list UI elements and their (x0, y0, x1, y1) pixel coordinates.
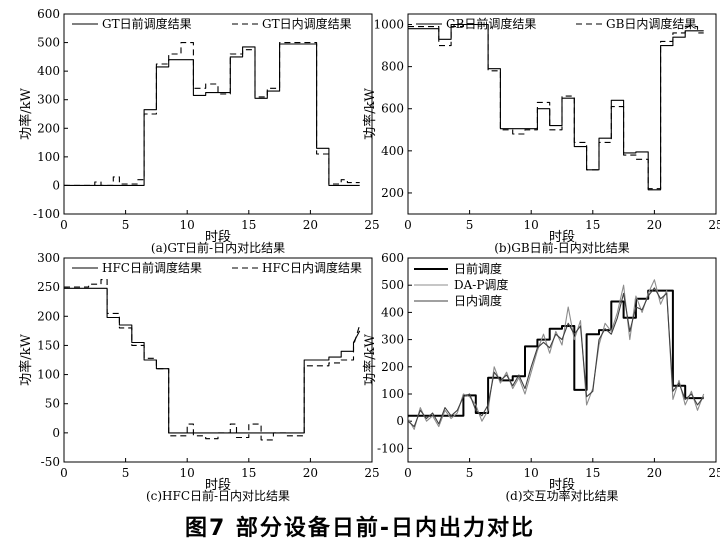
y-tick-label: 300 (37, 93, 60, 107)
y-tick-label: 50 (45, 397, 60, 411)
y-tick-label: 300 (37, 251, 60, 265)
y-tick-label: 800 (381, 60, 404, 74)
figure-caption: 图7 部分设备日前-日内出力对比 (184, 516, 536, 541)
x-tick-label: 5 (122, 466, 130, 480)
x-axis-label: 时段 (205, 478, 231, 493)
y-tick-label: 400 (381, 305, 404, 319)
x-tick-label: 20 (303, 218, 318, 232)
plot-frame (407, 257, 717, 463)
x-tick-label: 25 (364, 466, 379, 480)
x-axis-label: 时段 (549, 478, 575, 493)
x-tick-label: 20 (647, 466, 662, 480)
series-line-1 (408, 23, 704, 191)
y-tick-label: 100 (37, 368, 60, 382)
y-tick-label: 600 (381, 102, 404, 116)
legend-label: HFC日前调度结果 (102, 260, 202, 275)
x-tick-label: 0 (60, 218, 68, 232)
chart-panel-tl: 0 5 10 15 20 25-1000100200300400500600时段功率/kW… (18, 7, 380, 255)
x-tick-label: 25 (708, 466, 720, 480)
series-line-2 (408, 279, 705, 430)
y-tick-label: 250 (37, 280, 60, 294)
panel-subtitle: (b)GB日前-日内对比结果 (494, 240, 630, 255)
plot-frame (63, 13, 373, 215)
x-tick-label: 10 (524, 466, 539, 480)
y-tick-label: 150 (37, 338, 60, 352)
series-line-1 (64, 287, 361, 434)
y-tick-label: -100 (33, 207, 60, 221)
y-tick-label: 300 (381, 333, 404, 347)
y-tick-label: 0 (396, 414, 404, 428)
x-tick-label: 15 (585, 218, 600, 232)
x-tick-label: 5 (466, 218, 474, 232)
y-tick-label: 600 (381, 251, 404, 265)
y-axis-label: 功率/kW (18, 334, 34, 386)
legend-label: 日内调度 (454, 293, 502, 308)
series-line-3 (408, 287, 705, 428)
y-axis-label: 功率/kW (18, 88, 34, 140)
y-tick-label: 400 (37, 64, 60, 78)
panel-subtitle: (a)GT日前-日内对比结果 (151, 240, 285, 255)
y-tick-label: 100 (381, 387, 404, 401)
plot-frame (63, 257, 373, 463)
x-tick-label: 5 (122, 218, 130, 232)
y-tick-label: 500 (381, 278, 404, 292)
x-tick-label: 25 (364, 218, 379, 232)
legend-label: GT日内调度结果 (262, 16, 352, 31)
y-tick-label: 200 (381, 360, 404, 374)
x-tick-label: 0 (60, 466, 68, 480)
x-tick-label: 10 (180, 466, 195, 480)
legend-label: GT日前调度结果 (102, 16, 192, 31)
y-tick-label: 0 (52, 426, 60, 440)
x-axis-label: 时段 (205, 230, 231, 245)
x-tick-label: 20 (303, 466, 318, 480)
x-tick-label: 15 (585, 466, 600, 480)
y-tick-label: 600 (37, 7, 60, 21)
x-tick-label: 0 (404, 218, 412, 232)
legend-label: DA-P调度 (454, 277, 508, 292)
series-line-2 (64, 42, 360, 186)
chart-panel-bl: 0 5 10 15 20 25-50050100150200250300时段功率/kW(c… (18, 251, 380, 503)
panel-subtitle: (d)交互功率对比结果 (505, 488, 618, 503)
y-axis-label: 功率/kW (362, 334, 378, 386)
y-axis-label: 功率/kW (362, 88, 378, 140)
series-line-2 (64, 279, 361, 441)
y-tick-label: -50 (41, 455, 60, 469)
y-tick-label: 500 (37, 36, 60, 50)
legend-label: HFC日内调度结果 (262, 260, 362, 275)
x-tick-label: 0 (404, 466, 412, 480)
chart-panel-tr: 0 5 10 15 20 25 200 400 600 800 1000 时段 功率/kW (b)GB日前… (362, 13, 720, 255)
x-tick-label: 25 (708, 218, 720, 232)
x-tick-label: 10 (524, 218, 539, 232)
legend-label: 日前调度 (454, 261, 502, 276)
series-line-1 (408, 289, 704, 417)
x-tick-label: 5 (466, 466, 474, 480)
y-tick-label: 200 (37, 121, 60, 135)
legend-label: GB日内调度结果 (606, 16, 696, 31)
plot-frame (407, 13, 717, 215)
y-tick-label: 200 (37, 309, 60, 323)
x-tick-label: 15 (241, 218, 256, 232)
x-tick-label: 15 (241, 466, 256, 480)
y-tick-label: 400 (381, 144, 404, 158)
series-line-2 (408, 23, 704, 190)
y-tick-label: 0 (52, 178, 60, 192)
series-line-1 (64, 43, 360, 186)
y-tick-label: 1000 (373, 18, 404, 32)
x-axis-label: 时段 (549, 230, 575, 245)
x-tick-label: 10 (180, 218, 195, 232)
x-tick-label: 20 (647, 218, 662, 232)
chart-panel-br: 0 5 10 15 20 25-1000100200300400500600时段功率/kW… (362, 251, 720, 503)
legend-label: GB日前调度结果 (446, 16, 536, 31)
y-tick-label: -100 (377, 441, 404, 455)
y-tick-label: 100 (37, 150, 60, 164)
panel-subtitle: (c)HFC日前-日内对比结果 (146, 488, 290, 503)
y-tick-label: 200 (381, 186, 404, 200)
